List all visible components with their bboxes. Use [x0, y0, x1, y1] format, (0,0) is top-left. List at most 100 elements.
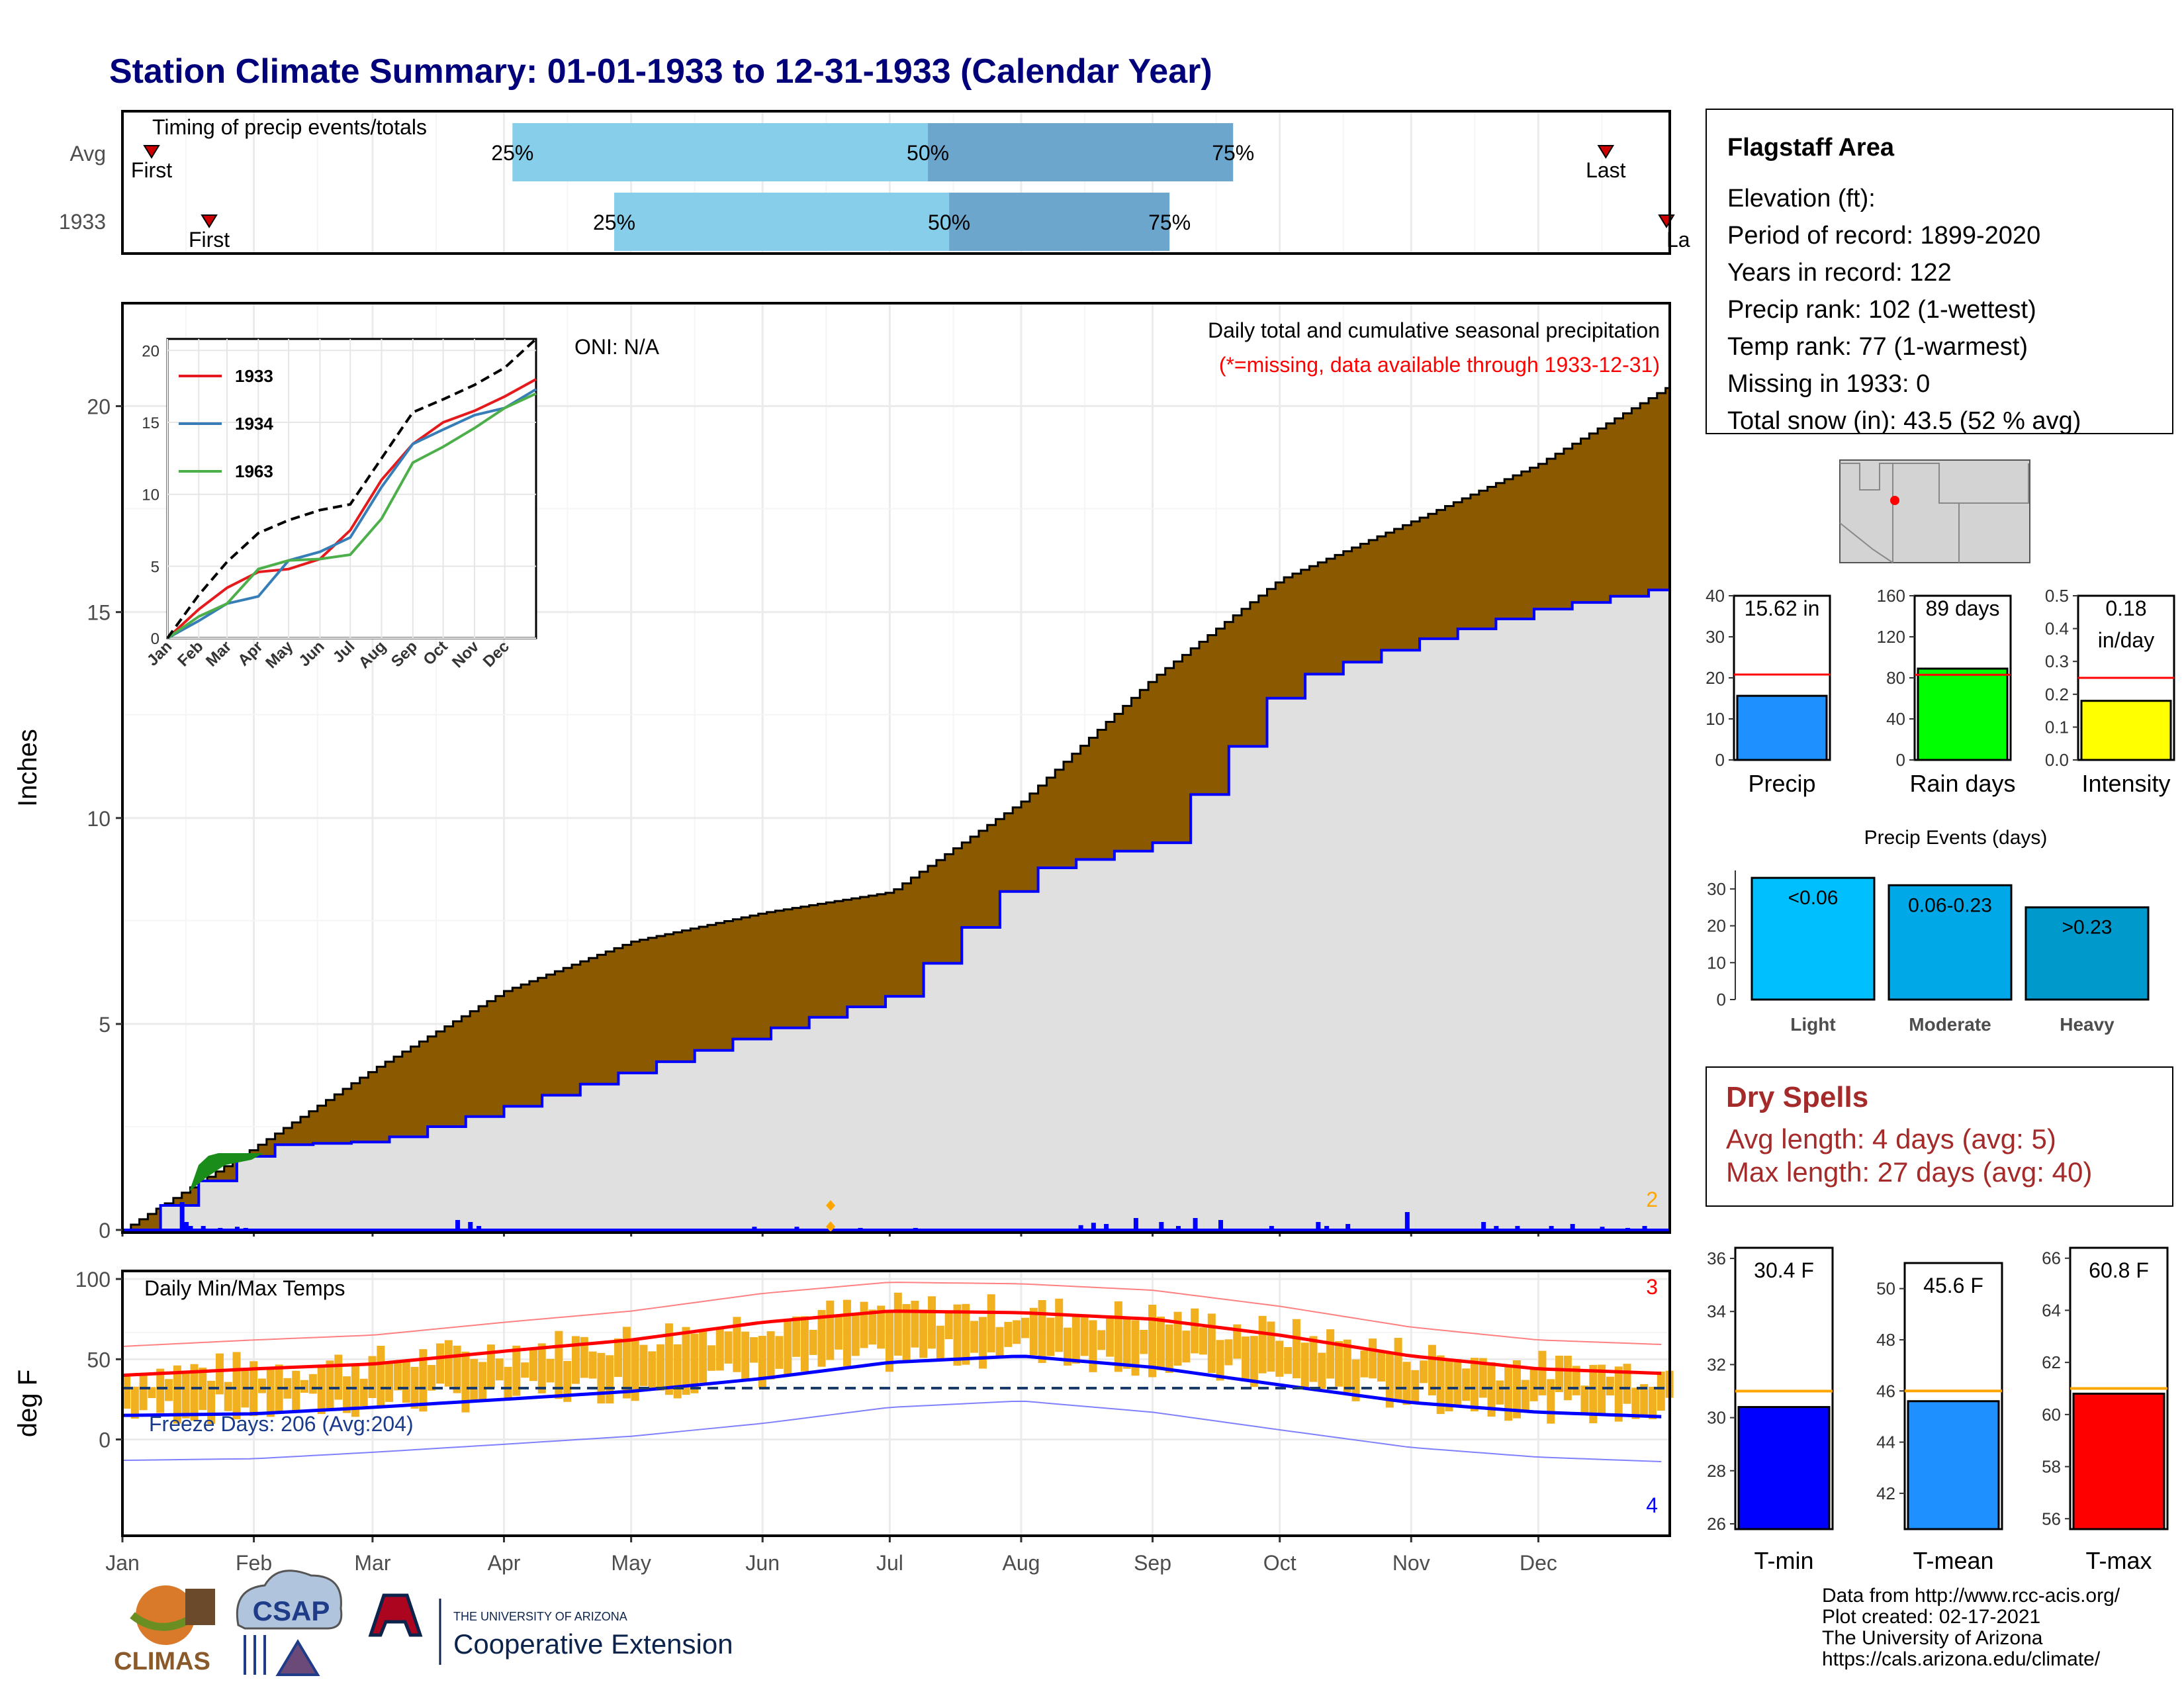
daily-temp-bar [1547, 1379, 1555, 1424]
daily-temp-bar [766, 1331, 775, 1380]
daily-temp-bar [1343, 1339, 1351, 1393]
timing-frame [121, 110, 1671, 255]
timing-p75-label: 75% [1212, 141, 1254, 165]
mini-precip-ytick-label: 0 [1715, 750, 1725, 770]
temp-label: Daily Min/Max Temps [144, 1276, 345, 1300]
daily-temp-bar [1071, 1313, 1080, 1364]
daily-temp-bar [529, 1348, 537, 1382]
daily-temp-bar [1377, 1350, 1386, 1382]
daily-temp-bar [1156, 1316, 1165, 1370]
daily-temp-bar [478, 1362, 487, 1400]
month-label: Nov [1392, 1551, 1430, 1575]
daily-temp-bar [724, 1331, 733, 1364]
daily-temp-bar [215, 1353, 224, 1395]
daily-temp-bar [512, 1345, 521, 1396]
daily-temp-bar [232, 1352, 241, 1419]
daily-temp-bar [1114, 1301, 1122, 1372]
daily-temp-bar [1207, 1313, 1216, 1373]
month-label: Oct [1263, 1551, 1297, 1575]
daily-temp-bar [495, 1358, 504, 1381]
daily-temp-bar [664, 1323, 673, 1395]
events-title: Precip Events (days) [1864, 827, 2048, 849]
daily-temp-bar [860, 1301, 868, 1348]
daily-temp-bar [1623, 1364, 1631, 1404]
timing-row-year: 1933 [59, 210, 106, 234]
year-cumulative-area [122, 588, 1671, 1231]
ua-logo: THE UNIVERSITY OF ARIZONA Cooperative Ex… [368, 1593, 733, 1665]
precip-ytick-label: 0 [99, 1219, 111, 1243]
daily-temp-bar [1165, 1324, 1173, 1373]
daily-temp-bar [919, 1309, 928, 1358]
mini-precip-ytick-label: 0 [1896, 750, 1905, 770]
daily-temp-bar [359, 1378, 368, 1407]
daily-temp-bar [250, 1361, 258, 1417]
daily-temp-bar [1224, 1339, 1233, 1366]
mini-temp-bar [1737, 1406, 1831, 1530]
csap-mountain-icon [244, 1635, 320, 1676]
inset-average-line [166, 338, 537, 639]
station-info-line: Period of record: 1899-2020 [1727, 222, 2040, 250]
daily-temp-bar [1521, 1380, 1529, 1413]
temp-count-high: 3 [1646, 1275, 1658, 1299]
daily-temp-bar [885, 1311, 893, 1372]
dry-spells: Dry Spells Avg length: 4 days (avg: 5) M… [1706, 1066, 2173, 1207]
footer-line: https://cals.arizona.edu/climate/ [1822, 1648, 2101, 1670]
mini-temp-label: T-min [1754, 1547, 1814, 1574]
daily-precip-bar [455, 1220, 461, 1230]
daily-temp-bar [911, 1300, 919, 1348]
inset-ytick-label: 10 [142, 487, 159, 504]
precip-ytick-label: 5 [99, 1013, 111, 1037]
mini-precip-label: Intensity [2081, 770, 2170, 797]
mini-precip-ytick-label: 30 [1706, 627, 1725, 647]
daily-temp-bar [682, 1327, 690, 1395]
timing-bar-q3 [928, 123, 1234, 181]
events-bar [1751, 876, 1876, 1001]
missing-marker [826, 1200, 835, 1211]
daily-temp-bar [546, 1358, 555, 1383]
cloud-icon [236, 1570, 343, 1630]
last-event-label: Last [1586, 158, 1626, 182]
station-info-line: Elevation (ft): [1727, 185, 1876, 212]
daily-temp-bar [257, 1378, 266, 1393]
daily-temp-bar [1411, 1370, 1420, 1403]
daily-temp-bar [639, 1344, 648, 1386]
daily-temp-bar [130, 1386, 139, 1419]
climas-logo: CLIMAS [114, 1585, 215, 1675]
precip-ytick-label: 15 [87, 601, 111, 625]
first-event-label: First [189, 228, 230, 252]
footer-line: The University of Arizona [1822, 1627, 2043, 1649]
mini-precip-ytick-label: 0.3 [2045, 651, 2069, 671]
timing-p25-label: 25% [593, 211, 635, 234]
month-label: Apr [488, 1551, 521, 1575]
daily-temp-bar [351, 1364, 359, 1417]
daily-precip-bar [218, 1228, 223, 1230]
daily-precip-bar [1316, 1222, 1321, 1230]
daily-temp-bar [385, 1363, 394, 1402]
station-info-line: Temp rank: 77 (1-warmest) [1727, 333, 2028, 361]
temp-ytick-label: 100 [75, 1268, 111, 1291]
daily-temp-bar [1529, 1368, 1538, 1401]
daily-precip-bar [1193, 1218, 1198, 1230]
daily-temp-bar [970, 1321, 979, 1353]
mini-precip-ytick-label: 120 [1877, 627, 1905, 647]
daily-temp-bar [1173, 1311, 1182, 1366]
mini-temp-value: 60.8 F [2089, 1258, 2149, 1282]
daily-temp-bar [987, 1294, 995, 1353]
daily-temp-bar [588, 1351, 597, 1379]
daily-precip-bar [1600, 1227, 1605, 1230]
inset-grid [167, 339, 536, 639]
precip-ylabel: Inches [13, 729, 42, 807]
precip-yticks: 0 5 10 15 20 [87, 395, 122, 1243]
daily-temp-bar [606, 1355, 614, 1404]
daily-temp-bar [775, 1336, 784, 1369]
mini-precip-label: Precip [1748, 770, 1815, 797]
daily-temp-bar [1199, 1327, 1207, 1355]
daily-temp-bar [1131, 1320, 1140, 1376]
daily-precip-bar [201, 1226, 206, 1230]
daily-temp-bar [181, 1370, 190, 1419]
daily-temp-bar [571, 1336, 580, 1384]
inset-xtick-label: Feb [174, 637, 206, 670]
